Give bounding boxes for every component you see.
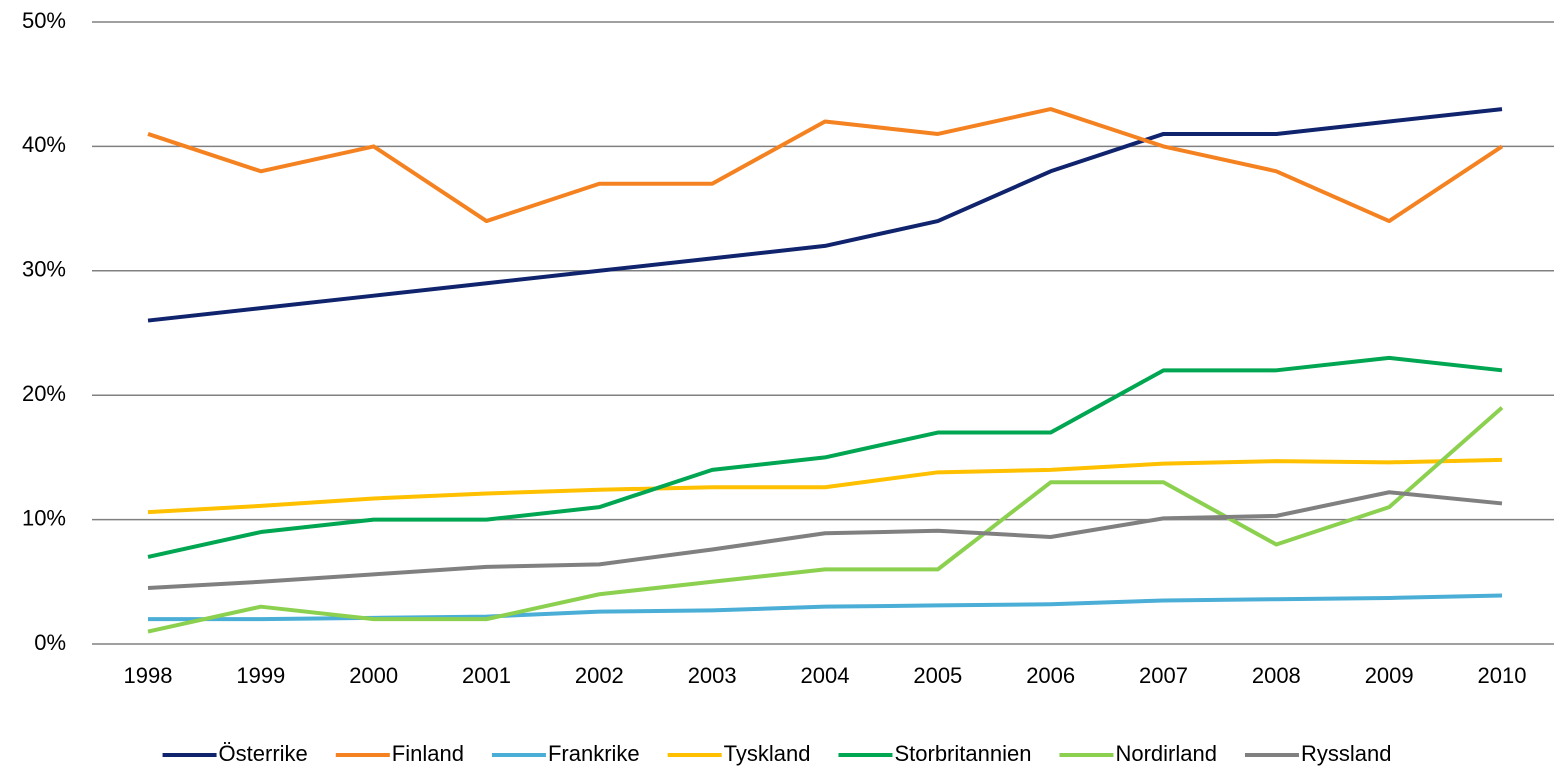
legend-label: Finland <box>392 741 464 766</box>
x-tick-label: 2000 <box>349 663 398 688</box>
y-tick-label: 20% <box>22 381 66 406</box>
x-tick-label: 1998 <box>124 663 173 688</box>
legend-label: Nordirland <box>1115 741 1217 766</box>
y-tick-label: 30% <box>22 257 66 282</box>
x-tick-label: 2007 <box>1139 663 1188 688</box>
x-tick-label: 2004 <box>801 663 850 688</box>
x-tick-label: 2003 <box>688 663 737 688</box>
x-tick-label: 2002 <box>575 663 624 688</box>
x-tick-label: 2010 <box>1478 663 1527 688</box>
y-tick-label: 40% <box>22 132 66 157</box>
x-tick-label: 1999 <box>236 663 285 688</box>
series-line <box>147 406 1504 634</box>
x-tick-label: 2008 <box>1252 663 1301 688</box>
x-tick-label: 2005 <box>913 663 962 688</box>
legend-label: Storbritannien <box>894 741 1031 766</box>
series-line <box>147 457 1503 515</box>
x-tick-label: 2009 <box>1365 663 1414 688</box>
legend-label: Österrike <box>219 741 308 766</box>
legend-label: Ryssland <box>1301 741 1391 766</box>
x-tick-label: 2006 <box>1026 663 1075 688</box>
legend-label: Tyskland <box>724 741 811 766</box>
legend-label: Frankrike <box>548 741 640 766</box>
y-tick-label: 0% <box>34 630 66 655</box>
series-line <box>147 490 1503 591</box>
y-tick-label: 50% <box>22 8 66 33</box>
series-line <box>147 355 1503 559</box>
y-tick-label: 10% <box>22 505 66 530</box>
x-tick-label: 2001 <box>462 663 511 688</box>
series-line <box>147 107 1504 224</box>
series-line <box>147 107 1503 323</box>
